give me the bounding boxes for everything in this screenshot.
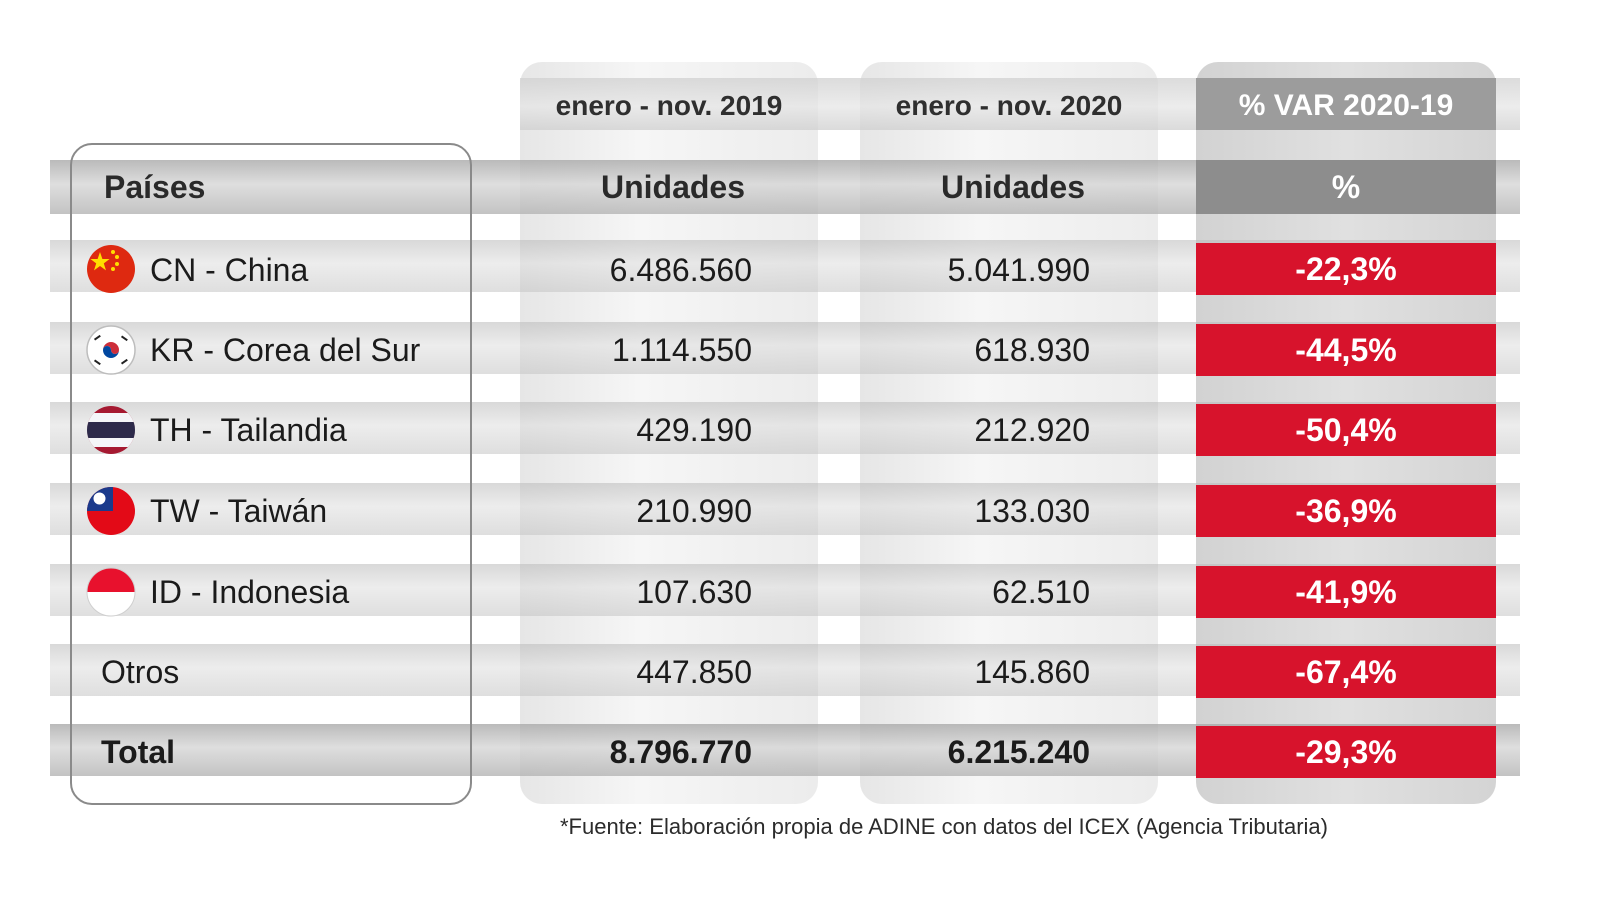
column-header-unidades-2020: Unidades [940,169,1086,205]
row-th-var: -50,4% [1295,412,1397,448]
china-flag-icon [87,245,135,293]
column-header-pct: % [1331,169,1361,205]
row-total-units-2020: 6.215.240 [947,734,1090,770]
row-total-label: Total [101,734,176,770]
row-tw-var: -36,9% [1295,493,1397,529]
row-kr-var: -44,5% [1295,332,1397,368]
period-var-header: % VAR 2020-19 [1238,89,1454,122]
row-id-var: -41,9% [1295,574,1397,610]
pct-header-cell [1196,160,1496,214]
row-cn-units-2019: 6.486.560 [609,252,752,288]
row-otros-units-2019: 447.850 [636,654,752,690]
south-korea-flag-icon [86,325,136,375]
row-otros-var: -67,4% [1295,654,1397,690]
source-footnote: *Fuente: Elaboración propia de ADINE con… [560,814,1328,839]
column-header-paises: Países [104,169,206,205]
thailand-flag-icon [87,406,135,454]
row-cn-country: CN - China [150,252,309,288]
var-cell-bg-tw [1196,485,1496,537]
period-2019-header: enero - nov. 2019 [555,90,783,121]
row-tw-country: TW - Taiwán [150,493,328,529]
row-tw-units-2020: 133.030 [974,493,1090,529]
period-2020-header: enero - nov. 2020 [895,90,1123,121]
var-cell-bg-total [1196,726,1496,778]
row-cn-units-2020: 5.041.990 [947,252,1090,288]
row-kr-units-2020: 618.930 [974,332,1090,368]
row-kr-units-2019: 1.114.550 [612,332,752,368]
row-otros-country: Otros [101,654,180,690]
row-id-units-2020: 62.510 [992,574,1090,610]
row-kr-country: KR - Corea del Sur [150,332,421,368]
var-cell-bg-cn [1196,243,1496,295]
row-total-units-2019: 8.796.770 [609,734,752,770]
column-header-unidades-2019: Unidades [600,169,746,205]
var-cell-bg-kr [1196,324,1496,376]
row-th-country: TH - Tailandia [150,412,347,448]
row-th-units-2019: 429.190 [636,412,752,448]
row-cn-var: -22,3% [1295,251,1397,287]
indonesia-flag-icon [86,567,136,617]
row-th-units-2020: 212.920 [974,412,1090,448]
row-total-var: -29,3% [1295,734,1397,770]
var-cell-bg-otros [1196,646,1496,698]
row-id-units-2019: 107.630 [636,574,752,610]
row-id-country: ID - Indonesia [150,574,350,610]
period-var-header-cell [1196,78,1496,130]
row-otros-units-2020: 145.860 [974,654,1090,690]
var-cell-bg-th [1196,404,1496,456]
paises-column-frame [70,143,472,805]
var-cell-bg-id [1196,566,1496,618]
row-tw-units-2019: 210.990 [636,493,752,529]
taiwan-flag-icon [87,487,135,535]
